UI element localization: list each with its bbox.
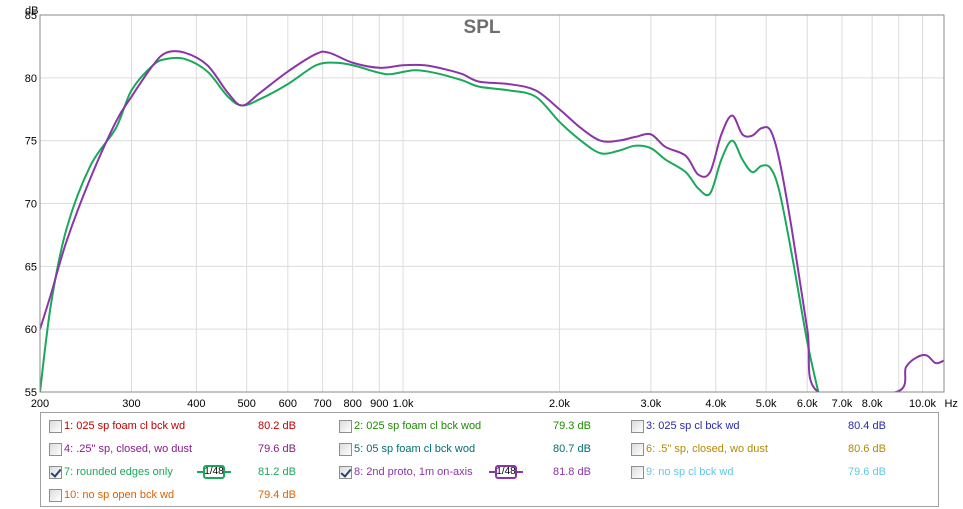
y-tick-label: 75 bbox=[25, 136, 37, 148]
x-tick-label: 400 bbox=[187, 398, 205, 410]
y-tick-label: 80 bbox=[25, 73, 37, 85]
x-axis-unit-label: Hz bbox=[944, 398, 957, 410]
legend-checkbox[interactable] bbox=[339, 419, 352, 433]
y-tick-label: 65 bbox=[25, 261, 37, 273]
x-tick-label: 4.0k bbox=[705, 398, 726, 410]
legend-checkbox[interactable] bbox=[49, 465, 62, 479]
legend-checkbox[interactable] bbox=[49, 442, 62, 456]
legend-label: 9: no sp cl bck wd bbox=[646, 466, 734, 478]
legend-value: 80.4 dB bbox=[848, 420, 886, 432]
legend-item[interactable]: 4: .25" sp, closed, wo dust 79.6 dB bbox=[49, 439, 329, 459]
legend-value: 79.4 dB bbox=[258, 489, 296, 501]
legend-item[interactable]: 3: 025 sp cl bck wd 80.4 dB bbox=[631, 416, 911, 436]
legend-label: 5: 05 sp foam cl bck wod bbox=[354, 443, 476, 455]
legend-label: 1: 025 sp foam cl bck wd bbox=[64, 420, 186, 432]
chart-title: SPL bbox=[464, 17, 501, 38]
legend-label: 2: 025 sp foam cl bck wod bbox=[354, 420, 482, 432]
legend-label: 4: .25" sp, closed, wo dust bbox=[64, 443, 193, 455]
y-tick-label: 60 bbox=[25, 324, 37, 336]
legend-label: 7: rounded edges only bbox=[64, 466, 173, 478]
y-tick-label: 85 bbox=[25, 10, 37, 22]
plot-frame bbox=[39, 14, 945, 393]
legend-checkbox[interactable] bbox=[49, 419, 62, 433]
legend-value: 79.6 dB bbox=[258, 443, 296, 455]
x-tick-label: 2.0k bbox=[549, 398, 570, 410]
legend-label: 10: no sp open bck wd bbox=[64, 489, 175, 501]
x-tick-label: 7.0k bbox=[832, 398, 853, 410]
y-tick-label: 55 bbox=[25, 387, 37, 399]
legend-value: 80.2 dB bbox=[258, 420, 296, 432]
x-tick-label: 3.0k bbox=[641, 398, 662, 410]
legend-value: 81.2 dB bbox=[258, 466, 296, 478]
legend-checkbox[interactable] bbox=[339, 465, 352, 479]
legend-label: 8: 2nd proto, 1m on-axis bbox=[354, 466, 473, 478]
legend-value: 79.6 dB bbox=[848, 466, 886, 478]
x-tick-label: 1.0k bbox=[393, 398, 414, 410]
y-tick-labels: 85 80 75 70 65 60 55 bbox=[25, 10, 37, 399]
x-tick-label: 500 bbox=[238, 398, 256, 410]
legend-item[interactable]: 7: rounded edges only 1/48 81.2 dB bbox=[49, 462, 329, 482]
x-tick-label: 200 bbox=[31, 398, 49, 410]
y-axis-label: dB bbox=[25, 5, 38, 17]
spl-chart: 85 80 75 70 65 60 55 200 300 400 500 600 700 800 900 1… bbox=[25, 5, 958, 410]
x-tick-label: 5.0k bbox=[756, 398, 777, 410]
series-line-2 bbox=[40, 50, 944, 392]
legend-item[interactable]: 1: 025 sp foam cl bck wd 80.2 dB bbox=[49, 416, 329, 436]
legend-item[interactable]: 10: no sp open bck wd 79.4 dB bbox=[49, 485, 329, 505]
legend-label: 6: .5" sp, closed, wo dust bbox=[646, 443, 768, 455]
legend-item[interactable]: 5: 05 sp foam cl bck wod 80.7 dB bbox=[339, 439, 619, 459]
legend-checkbox[interactable] bbox=[631, 442, 644, 456]
legend-value: 80.6 dB bbox=[848, 443, 886, 455]
legend-item[interactable]: 6: .5" sp, closed, wo dust 80.6 dB bbox=[631, 439, 911, 459]
x-tick-labels: 200 300 400 500 600 700 800 900 1.0k 2.0k 3.0k 4.0k… bbox=[31, 398, 958, 410]
x-tick-label: 300 bbox=[122, 398, 140, 410]
x-tick-label: 700 bbox=[313, 398, 331, 410]
smoothing-badge[interactable]: 1/48 bbox=[489, 464, 523, 480]
chart-series bbox=[40, 50, 944, 392]
x-tick-label: 900 bbox=[370, 398, 388, 410]
x-tick-label: 800 bbox=[344, 398, 362, 410]
legend-value: 80.7 dB bbox=[553, 443, 591, 455]
legend-checkbox[interactable] bbox=[339, 442, 352, 456]
legend-item[interactable]: 2: 025 sp foam cl bck wod 79.3 dB bbox=[339, 416, 619, 436]
legend-value: 81.8 dB bbox=[553, 466, 591, 478]
legend-value: 79.3 dB bbox=[553, 420, 591, 432]
x-tick-label: 10.0k bbox=[909, 398, 936, 410]
legend-checkbox[interactable] bbox=[631, 419, 644, 433]
x-tick-label: 6.0k bbox=[797, 398, 818, 410]
legend-item[interactable]: 9: no sp cl bck wd 79.6 dB bbox=[631, 462, 911, 482]
y-tick-label: 70 bbox=[25, 199, 37, 211]
legend-panel: 1: 025 sp foam cl bck wd 80.2 dB 2: 025 sp… bbox=[40, 412, 939, 507]
x-tick-label: 600 bbox=[279, 398, 297, 410]
legend-checkbox[interactable] bbox=[631, 465, 644, 479]
legend-item[interactable]: 8: 2nd proto, 1m on-axis 1/48 81.8 dB bbox=[339, 462, 619, 482]
legend-checkbox[interactable] bbox=[49, 488, 62, 502]
legend-label: 3: 025 sp cl bck wd bbox=[646, 420, 740, 432]
x-tick-label: 8.0k bbox=[862, 398, 883, 410]
series-line-1 bbox=[40, 56, 820, 392]
smoothing-badge[interactable]: 1/48 bbox=[197, 464, 231, 480]
